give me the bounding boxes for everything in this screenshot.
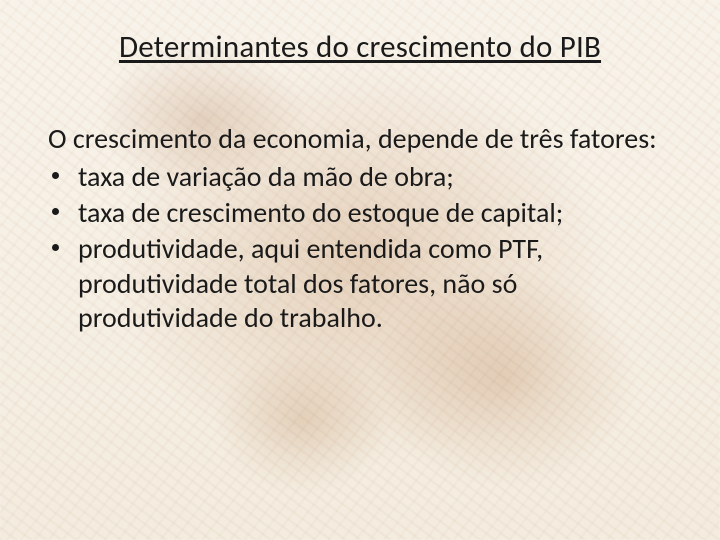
bullet-list: taxa de variação da mão de obra; taxa de… <box>48 160 672 335</box>
intro-text: O crescimento da economia, depende de tr… <box>48 122 672 156</box>
bullet-icon <box>52 244 59 251</box>
list-item-text: produtividade, aqui entendida como PTF, … <box>78 231 543 334</box>
list-item-text: taxa de crescimento do estoque de capita… <box>78 195 563 230</box>
slide-title: Determinantes do crescimento do PIB <box>48 28 672 66</box>
list-item: taxa de crescimento do estoque de capita… <box>48 196 672 230</box>
bullet-icon <box>52 172 59 179</box>
list-item-text: taxa de variação da mão de obra; <box>78 159 454 194</box>
list-item: taxa de variação da mão de obra; <box>48 160 672 194</box>
slide-content: Determinantes do crescimento do PIB O cr… <box>0 0 720 540</box>
bullet-icon <box>52 208 59 215</box>
list-item: produtividade, aqui entendida como PTF, … <box>48 232 672 334</box>
